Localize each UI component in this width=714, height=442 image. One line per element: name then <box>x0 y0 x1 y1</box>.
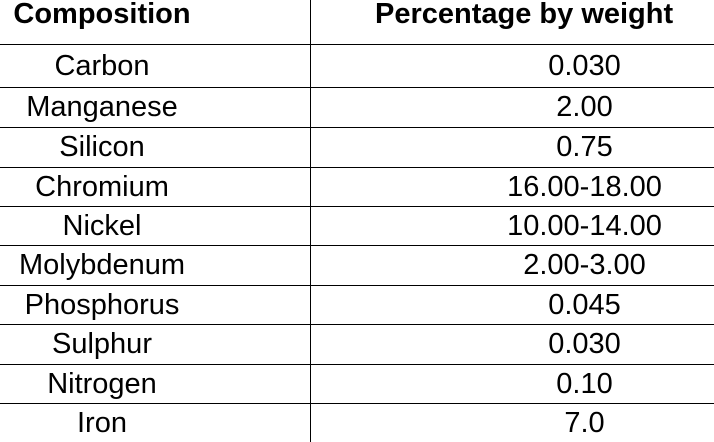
composition-cell: Nitrogen <box>47 367 157 400</box>
percentage-cell: 16.00-18.00 <box>507 170 662 203</box>
percentage-cell: 2.00-3.00 <box>523 249 646 281</box>
composition-cell: Sulphur <box>52 328 152 360</box>
composition-cell: Carbon <box>54 49 150 82</box>
table-row: Iron 7.0 <box>0 404 714 442</box>
percentage-cell: 0.030 <box>548 328 621 360</box>
table-row: Phosphorus 0.045 <box>0 286 714 325</box>
header-percentage: Percentage by weight <box>375 0 674 30</box>
percentage-cell: 0.030 <box>548 49 621 82</box>
composition-cell: Silicon <box>59 131 145 163</box>
table-row: Chromium 16.00-18.00 <box>0 168 714 207</box>
table-row: Carbon 0.030 <box>0 45 714 88</box>
column-divider <box>310 0 311 442</box>
percentage-cell: 10.00-14.00 <box>507 209 662 242</box>
table-row: Molybdenum 2.00-3.00 <box>0 246 714 286</box>
composition-cell: Chromium <box>35 170 169 203</box>
header-composition: Composition <box>13 0 191 30</box>
percentage-cell: 0.045 <box>548 288 621 321</box>
table-row: Manganese 2.00 <box>0 88 714 128</box>
composition-cell: Iron <box>77 406 127 439</box>
composition-cell: Phosphorus <box>24 288 180 321</box>
composition-cell: Nickel <box>62 209 142 242</box>
table-row: Nickel 10.00-14.00 <box>0 207 714 246</box>
percentage-cell: 0.10 <box>556 367 613 400</box>
percentage-cell: 7.0 <box>564 406 605 439</box>
table-row: Silicon 0.75 <box>0 128 714 168</box>
percentage-cell: 0.75 <box>556 131 613 163</box>
composition-cell: Manganese <box>26 91 178 123</box>
table-header-row: Composition Percentage by weight <box>0 0 714 45</box>
table-row: Nitrogen 0.10 <box>0 365 714 404</box>
table-row: Sulphur 0.030 <box>0 325 714 365</box>
percentage-cell: 2.00 <box>556 91 613 123</box>
composition-cell: Molybdenum <box>18 249 186 281</box>
